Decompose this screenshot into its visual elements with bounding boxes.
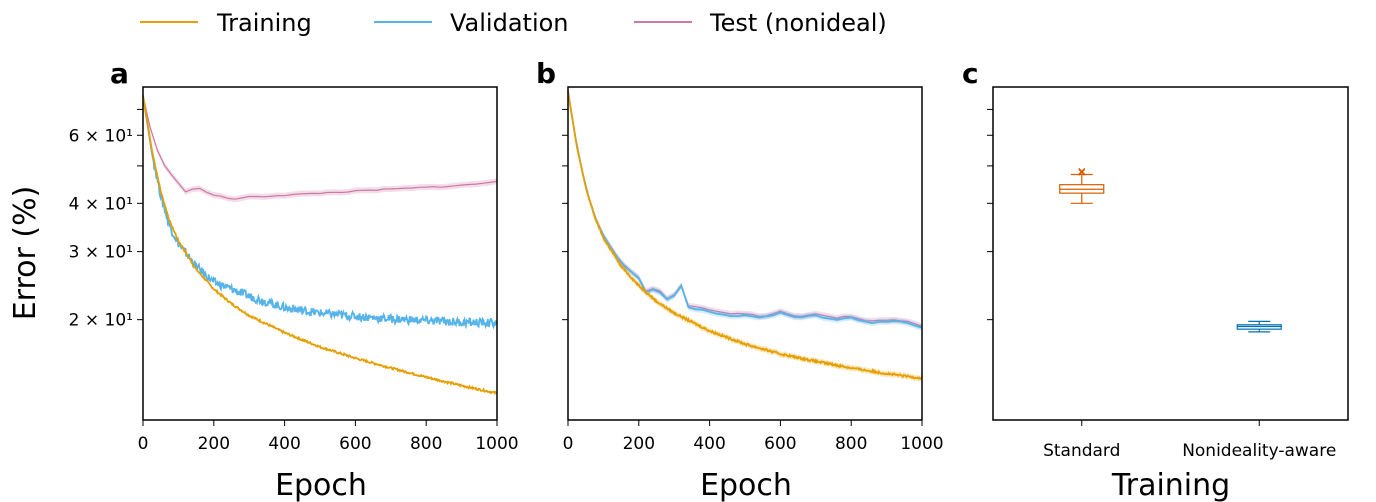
y-tick-label: 2 × 10¹ [69,311,133,331]
panel-letter-c: c [962,57,979,90]
panel-letter-b: b [536,57,556,90]
x-tick-label: 200 [198,434,230,454]
series-line-training [142,95,497,395]
plot-frame [142,86,498,421]
x-tick-label: Nonideality-aware [1182,441,1336,461]
x-tick-label: 600 [764,434,796,454]
panel-letter-a: a [110,57,129,90]
series-line-validation [567,91,923,329]
x-tick-label: 1000 [475,434,518,454]
legend-label-validation: Validation [450,9,569,37]
panel-c: Standard Nonideality-aware [987,86,1349,461]
legend: Training Validation Test (nonideal) [140,9,887,37]
x-tick-label: 0 [563,434,574,454]
series-band-training [568,88,922,382]
x-tick-label: 0 [138,434,149,454]
x-tick-label: 400 [693,434,725,454]
series-line-validation [142,95,498,330]
plot-frame [567,86,923,421]
x-axis-title-c: Training [1111,468,1230,502]
y-tick-label: 6 × 10¹ [69,126,133,146]
legend-label-training: Training [216,9,312,37]
x-tick-label: 1000 [900,434,943,454]
x-tick-label: 200 [623,434,655,454]
panel-b: 0 200 400 600 800 1000 [562,86,944,454]
x-tick-label: Standard [1043,441,1120,461]
x-tick-label: 800 [410,434,442,454]
y-tick-label: 3 × 10¹ [69,243,133,263]
x-tick-label: 800 [835,434,867,454]
x-tick-label: 400 [268,434,300,454]
x-axis-title-a: Epoch [275,468,367,502]
series-band-test-nonideal [568,88,922,330]
x-tick-label: 600 [339,434,371,454]
y-tick-label: 4 × 10¹ [69,194,133,214]
series-line-training [567,91,923,380]
series-line-test-nonideal [142,95,498,200]
legend-label-test: Test (nonideal) [709,9,887,37]
series-line-test-nonideal [567,91,923,327]
x-axis-title-b: Epoch [700,468,792,502]
plot-frame [992,86,1349,421]
series-band-test-nonideal [143,92,497,203]
series-band-validation [568,88,922,331]
panel-a: 2 × 10¹ 3 × 10¹ 4 × 10¹ 6 × 10¹ 0 200 400 600 80… [69,86,519,454]
y-axis-title: Error (%) [8,186,43,321]
box-outlier [1078,168,1086,176]
box-outlier [1078,167,1086,175]
